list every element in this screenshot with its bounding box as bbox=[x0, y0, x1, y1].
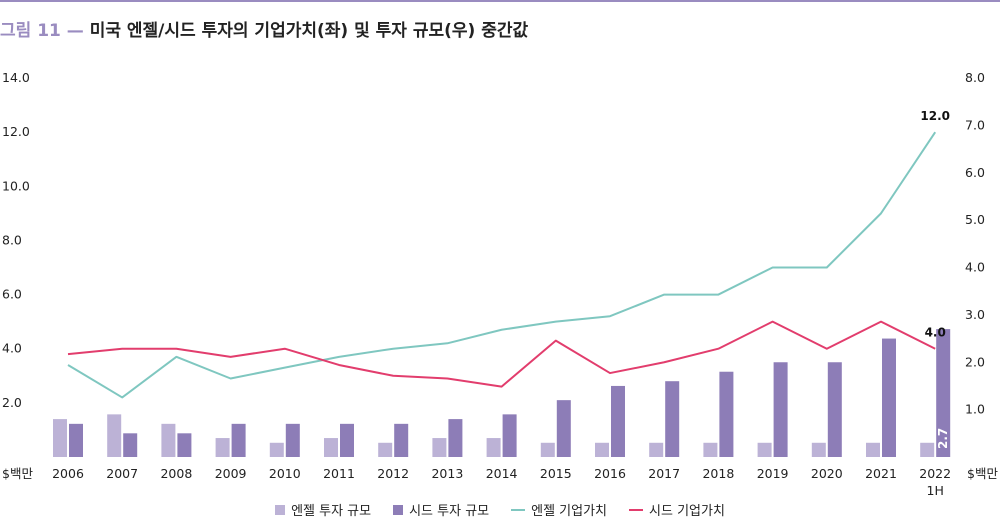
seed-size-bar bbox=[882, 338, 896, 457]
left-axis-tick: 2.0 bbox=[2, 395, 22, 410]
top-rule bbox=[0, 0, 1000, 2]
seed-size-bar bbox=[665, 381, 680, 457]
left-axis-tick: 14.0 bbox=[2, 70, 30, 85]
angel-size-bar bbox=[757, 442, 772, 457]
seed-size-bar bbox=[773, 362, 788, 457]
seed-size-bar bbox=[611, 385, 625, 457]
x-axis-tick: 1H bbox=[927, 483, 944, 495]
left-axis-tick: 8.0 bbox=[2, 232, 22, 247]
angel-size-bar bbox=[215, 438, 230, 457]
legend-swatch-angel-valuation bbox=[511, 508, 526, 511]
title-dash: — bbox=[66, 21, 84, 41]
chart-title: 그림 11 — 미국 엔젤/시드 투자의 기업가치(좌) 및 투자 규모(우) … bbox=[0, 16, 528, 41]
left-axis-unit: $백만 bbox=[2, 466, 33, 481]
right-axis-tick: 7.0 bbox=[965, 117, 985, 132]
left-axis-tick: 4.0 bbox=[2, 341, 22, 356]
figure-label: 그림 11 bbox=[0, 21, 61, 41]
seed-size-bar bbox=[827, 362, 842, 457]
angel-size-bar bbox=[649, 442, 664, 457]
x-axis-tick: 2021 bbox=[865, 466, 897, 481]
seed-size-bar bbox=[556, 400, 571, 457]
x-axis-tick: 2009 bbox=[215, 466, 247, 481]
angel-size-bar bbox=[161, 423, 176, 457]
seed-size-bar bbox=[394, 423, 409, 457]
seed-size-bar bbox=[231, 423, 246, 457]
seed-size-bar bbox=[69, 423, 83, 457]
x-axis-tick: 2008 bbox=[160, 466, 192, 481]
x-axis-tick: 2007 bbox=[106, 466, 138, 481]
x-axis-tick: 2022 bbox=[919, 466, 951, 481]
legend-item-angel-valuation: 엔젤 기업가치 bbox=[511, 500, 607, 519]
x-axis-tick: 2020 bbox=[811, 466, 843, 481]
angel-size-bar bbox=[703, 442, 718, 457]
legend-label-seed-size: 시드 투자 규모 bbox=[409, 504, 490, 519]
x-axis-tick: 2012 bbox=[377, 466, 409, 481]
seed-size-bar bbox=[448, 419, 463, 457]
legend-swatch-seed-size bbox=[393, 504, 404, 515]
right-axis-tick: 5.0 bbox=[965, 212, 985, 227]
legend-swatch-seed-valuation bbox=[629, 508, 644, 511]
legend-label-angel-size: 엔젤 투자 규모 bbox=[291, 504, 372, 519]
angel-size-bar bbox=[540, 442, 555, 457]
x-axis-tick: 2013 bbox=[431, 466, 463, 481]
legend-item-seed-valuation: 시드 기업가치 bbox=[629, 500, 725, 519]
legend-label-seed-valuation: 시드 기업가치 bbox=[649, 504, 725, 519]
x-axis-tick: 2014 bbox=[486, 466, 518, 481]
angel-size-bar bbox=[378, 442, 393, 457]
seed-valuation-label: 4.0 bbox=[925, 326, 946, 340]
seed-size-bar bbox=[123, 433, 138, 457]
right-axis-tick: 6.0 bbox=[965, 165, 985, 180]
angel-size-bar bbox=[811, 442, 826, 457]
seed-size-bar bbox=[502, 414, 517, 457]
left-axis-tick: 6.0 bbox=[2, 287, 22, 302]
angel-size-label: 0.3 bbox=[920, 411, 934, 432]
seed-size-bar bbox=[719, 371, 734, 457]
x-axis-tick: 2006 bbox=[52, 466, 84, 481]
seed-size-bar bbox=[177, 433, 192, 457]
angel-size-bar bbox=[920, 442, 935, 457]
legend-swatch-angel-size bbox=[275, 504, 286, 515]
legend-label-angel-valuation: 엔젤 기업가치 bbox=[531, 504, 608, 519]
right-axis-tick: 3.0 bbox=[965, 307, 985, 322]
chart-legend: 엔젤 투자 규모 시드 투자 규모 엔젤 기업가치 시드 기업가치 bbox=[0, 500, 1000, 519]
angel-size-bar bbox=[107, 414, 122, 457]
right-axis-tick: 4.0 bbox=[965, 260, 985, 275]
x-axis-tick: 2010 bbox=[269, 466, 301, 481]
legend-item-angel-size: 엔젤 투자 규모 bbox=[275, 500, 371, 519]
left-axis-tick: 10.0 bbox=[2, 178, 30, 193]
right-axis-tick: 2.0 bbox=[965, 354, 985, 369]
seed-size-bar bbox=[340, 423, 354, 457]
angel-size-bar bbox=[595, 442, 609, 457]
x-axis-tick: 2019 bbox=[757, 466, 789, 481]
x-axis-tick: 2015 bbox=[540, 466, 572, 481]
seed-size-label: 2.7 bbox=[936, 428, 950, 449]
right-axis-tick: 1.0 bbox=[965, 402, 985, 417]
seed-valuation-line bbox=[67, 320, 936, 388]
angel-size-bar bbox=[486, 438, 501, 457]
title-text: 미국 엔젤/시드 투자의 기업가치(좌) 및 투자 규모(우) 중간값 bbox=[89, 21, 529, 41]
angel-size-bar bbox=[53, 419, 67, 457]
angel-size-bar bbox=[269, 442, 284, 457]
x-axis-tick: 2018 bbox=[702, 466, 734, 481]
angel-size-bar bbox=[324, 438, 338, 457]
right-axis-tick: 8.0 bbox=[965, 70, 985, 85]
x-axis-tick: 2017 bbox=[648, 466, 680, 481]
seed-size-bar bbox=[285, 423, 300, 457]
x-axis-tick: 2016 bbox=[594, 466, 626, 481]
x-axis-tick: 2011 bbox=[323, 466, 355, 481]
combo-chart: 2.0 4.0 6.0 8.0 10.0 12.0 14.0 1.0 2.0 3.0 4.0 5.0 6… bbox=[2, 70, 998, 495]
angel-size-bar bbox=[432, 438, 447, 457]
seed-size-bar bbox=[936, 329, 951, 457]
left-axis-tick: 12.0 bbox=[2, 124, 30, 139]
right-axis-unit: $백만 bbox=[967, 466, 998, 481]
legend-item-seed-size: 시드 투자 규모 bbox=[393, 500, 489, 519]
angel-size-bar bbox=[866, 442, 880, 457]
angel-valuation-line bbox=[67, 131, 937, 399]
angel-valuation-label: 12.0 bbox=[920, 109, 950, 123]
